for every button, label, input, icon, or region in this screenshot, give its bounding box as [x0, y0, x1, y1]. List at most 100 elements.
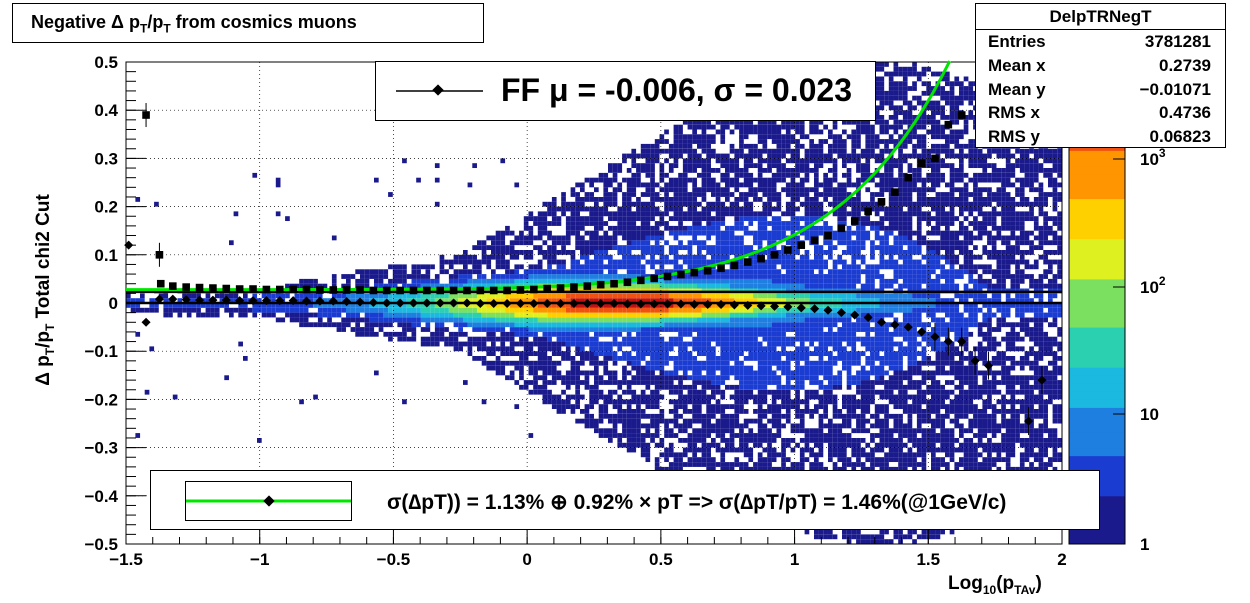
heatmap-cell — [823, 211, 828, 217]
heatmap-cell — [734, 394, 740, 400]
heatmap-cell — [509, 346, 515, 352]
heatmap-cell — [682, 399, 688, 405]
heatmap-cell — [781, 452, 786, 458]
heatmap-cell — [608, 254, 613, 260]
heatmap-cell — [458, 269, 463, 275]
heatmap-cell — [519, 307, 524, 313]
heatmap-cell — [205, 303, 211, 308]
heatmap-cell — [757, 182, 763, 188]
heatmap-cell — [341, 293, 346, 299]
heatmap-cell — [163, 303, 169, 308]
heatmap-cell — [762, 409, 768, 414]
heatmap-cell — [491, 240, 496, 246]
heatmap-cell — [659, 211, 665, 217]
heatmap-cell — [785, 341, 791, 347]
heatmap-cell — [542, 356, 548, 361]
heatmap-cell — [842, 322, 847, 328]
heatmap-cell — [551, 269, 557, 275]
heatmap-cell — [743, 442, 749, 448]
heatmap-cell — [846, 278, 852, 284]
heatmap-cell — [753, 433, 758, 438]
heatmap-cell — [617, 221, 623, 226]
heatmap-cell — [664, 423, 669, 429]
heatmap-cell — [682, 356, 688, 361]
heatmap-cell — [486, 312, 492, 318]
heatmap-cell — [846, 384, 852, 390]
heatmap-cell — [664, 380, 669, 385]
heatmap-cell — [729, 438, 735, 443]
heatmap-cell — [739, 360, 744, 366]
heatmap-cell — [453, 298, 459, 304]
heatmap-cell — [706, 201, 711, 207]
heatmap-cell — [748, 394, 754, 400]
heatmap-cell — [734, 119, 740, 125]
heatmap-cell — [594, 423, 599, 429]
heatmap-cell — [814, 303, 819, 308]
heatmap-cell — [584, 413, 590, 419]
heatmap-cell — [673, 245, 679, 251]
heatmap-cell — [711, 124, 716, 130]
heatmap-cell — [767, 163, 772, 169]
heatmap-cell — [846, 380, 852, 385]
heatmap-cell — [491, 274, 496, 279]
heatmap-cell — [739, 336, 744, 342]
heatmap-cell — [608, 307, 613, 313]
heatmap-cell — [818, 447, 824, 453]
heatmap-cell — [818, 317, 824, 323]
heatmap-cell — [809, 259, 814, 265]
heatmap-cell — [828, 245, 833, 251]
heatmap-cell — [818, 192, 824, 197]
heatmap-cell — [668, 418, 674, 424]
heatmap-cell — [809, 201, 814, 207]
heatmap-cell — [598, 225, 604, 231]
heatmap-cell — [790, 235, 796, 241]
heatmap-cell — [673, 457, 679, 463]
heatmap-cell — [126, 293, 131, 299]
heatmap-cell — [331, 303, 337, 308]
heatmap-cell — [640, 298, 646, 304]
heatmap-cell — [687, 177, 693, 183]
heatmap-cell — [640, 438, 646, 443]
heatmap-cell — [729, 129, 735, 135]
heatmap-cell — [654, 336, 660, 342]
heatmap-cell — [580, 221, 585, 226]
heatmap-cell — [130, 307, 136, 313]
heatmap-cell — [682, 360, 688, 366]
heatmap-cell — [697, 124, 702, 130]
heatmap-cell — [823, 153, 828, 159]
heatmap-cell — [846, 529, 852, 535]
heatmap-cell — [771, 331, 777, 337]
heatmap-cell — [580, 278, 585, 284]
heatmap-cell — [818, 307, 824, 313]
heatmap-cell — [706, 158, 711, 164]
heatmap-cell — [678, 322, 683, 328]
heatmap-cell — [519, 351, 524, 357]
heatmap-cell — [439, 283, 445, 289]
heatmap-cell — [767, 153, 772, 159]
heatmap-cell — [561, 327, 566, 332]
heatmap-cell — [472, 307, 477, 313]
heatmap-cell — [495, 346, 501, 352]
heatmap-cell — [636, 428, 641, 434]
heatmap-cell — [846, 182, 852, 188]
heatmap-cell — [795, 259, 800, 265]
heatmap-cell — [823, 303, 828, 308]
heatmap-cell — [697, 447, 702, 453]
heatmap-cell — [692, 384, 697, 390]
heatmap-cell — [406, 293, 412, 299]
heatmap-cell — [771, 139, 777, 144]
heatmap-cell — [687, 298, 693, 304]
heatmap-cell — [799, 370, 805, 376]
heatmap-cell — [725, 225, 730, 231]
heatmap-cell — [790, 206, 796, 212]
heatmap-cell — [837, 327, 843, 332]
heatmap-cell — [823, 274, 828, 279]
heatmap-cell — [448, 336, 454, 342]
heatmap-cell — [701, 129, 707, 135]
heatmap-cell — [589, 182, 594, 188]
heatmap-cell — [673, 250, 679, 255]
heatmap-cell — [678, 360, 683, 366]
heatmap-cell — [645, 317, 651, 323]
heatmap-cell — [598, 259, 604, 265]
heatmap-cell — [477, 283, 482, 289]
